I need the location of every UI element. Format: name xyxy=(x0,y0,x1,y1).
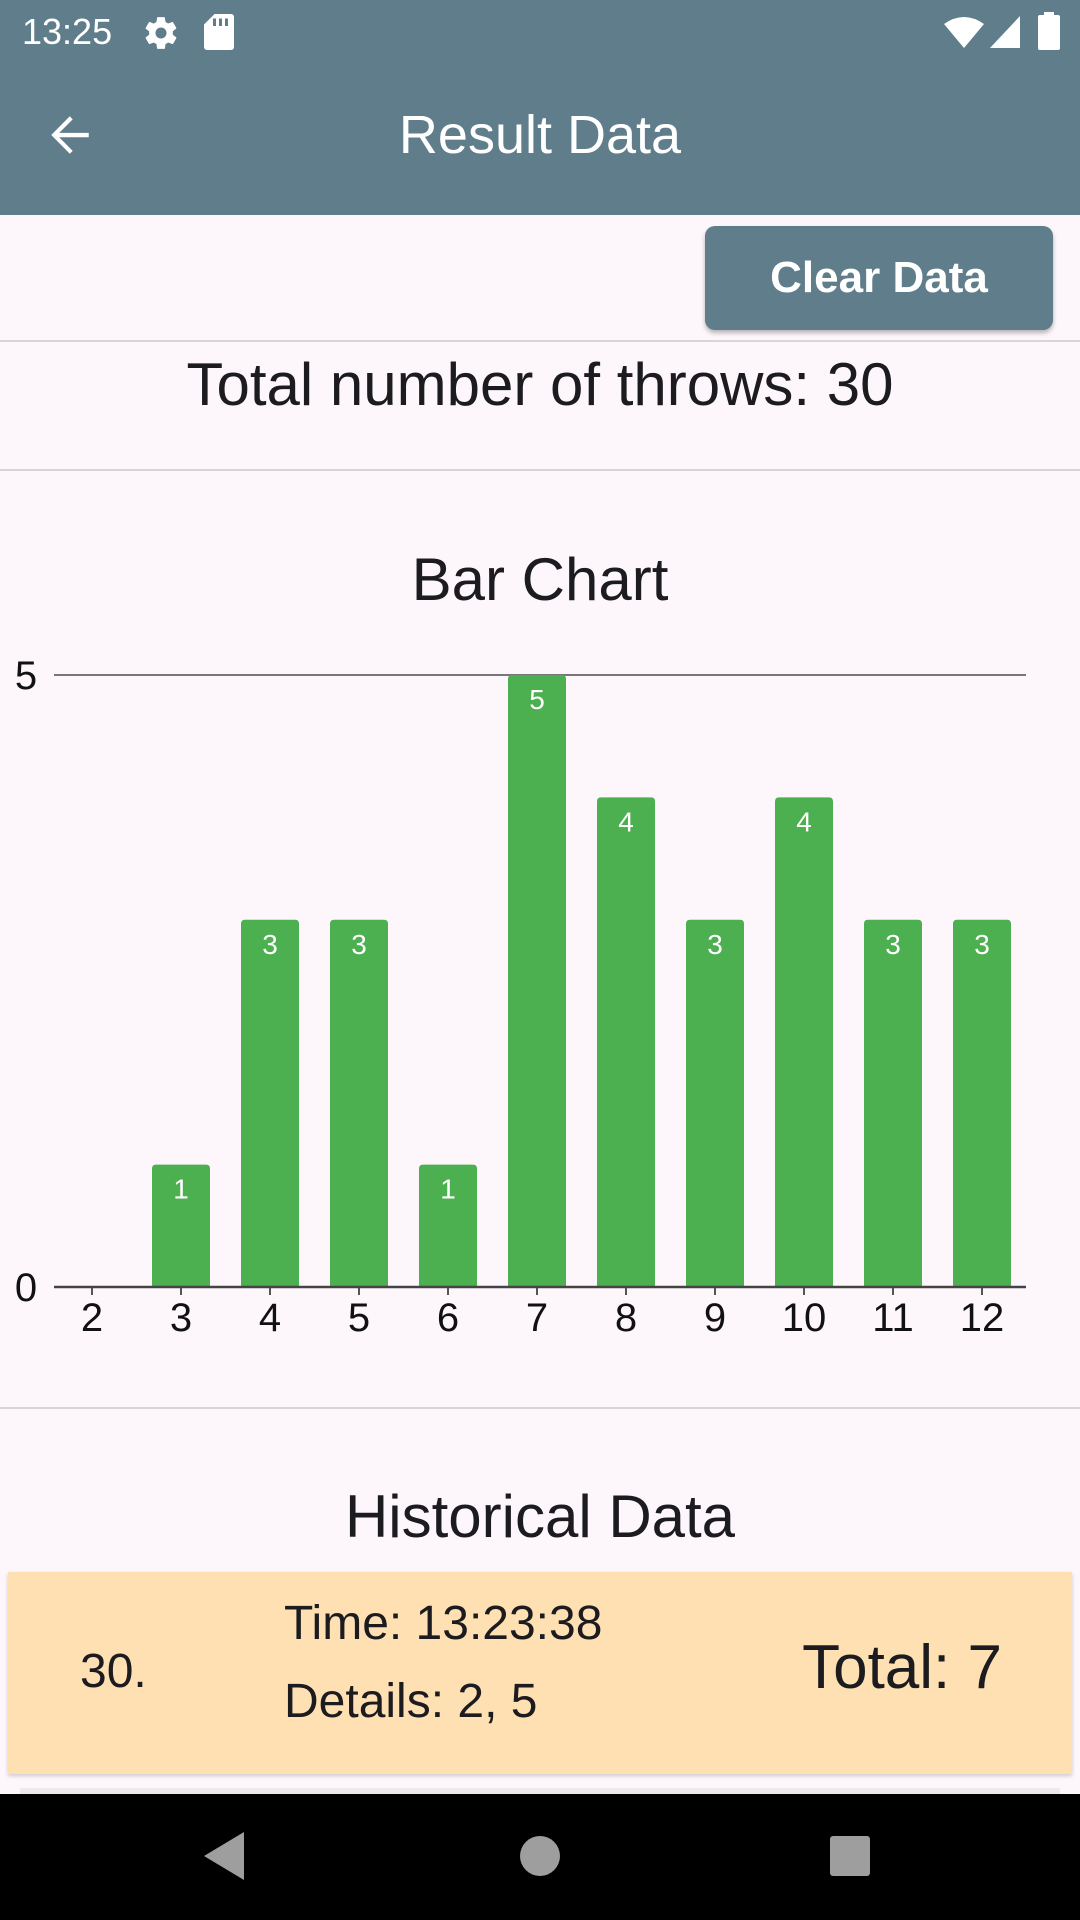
recents-square-icon[interactable] xyxy=(830,1836,870,1876)
history-item-index: 30. xyxy=(80,1645,147,1698)
system-nav-bar xyxy=(0,1794,1080,1920)
history-item[interactable]: 30. Time: 13:23:38 Details: 2, 5 Total: … xyxy=(8,1572,1072,1774)
battery-icon xyxy=(1038,12,1060,50)
x-tick-label: 4 xyxy=(259,1296,281,1340)
bar xyxy=(953,919,1011,1287)
history-title: Historical Data xyxy=(344,1483,736,1550)
divider xyxy=(0,340,1080,342)
bar-value-label: 1 xyxy=(173,1174,189,1205)
back-triangle-icon[interactable] xyxy=(204,1832,244,1880)
chart-title: Bar Chart xyxy=(411,546,669,613)
bar xyxy=(775,797,833,1287)
total-throws-label: Total number of throws: 30 xyxy=(186,351,894,418)
x-tick-label: 10 xyxy=(782,1296,827,1340)
wifi-icon xyxy=(944,17,984,48)
bar-value-label: 3 xyxy=(974,929,990,960)
gear-icon xyxy=(145,17,177,49)
x-tick-label: 2 xyxy=(81,1296,103,1340)
x-tick-label: 11 xyxy=(872,1296,914,1340)
bar-value-label: 3 xyxy=(351,929,367,960)
bar xyxy=(152,1164,210,1287)
y-tick-label: 0 xyxy=(15,1266,37,1310)
divider xyxy=(0,1407,1080,1409)
bar xyxy=(508,675,566,1287)
bar-chart: 0 5 2 1 3 3 4 3 5 1 6 5 7 4 8 3 9 4 10 3 11 3 12 xyxy=(15,654,1026,1340)
history-item-details: Details: 2, 5 xyxy=(284,1675,538,1728)
clear-data-button[interactable]: Clear Data xyxy=(705,226,1053,330)
bar xyxy=(241,919,299,1287)
status-time: 13:25 xyxy=(22,11,113,52)
x-tick-label: 5 xyxy=(348,1296,370,1340)
history-item-total: Total: 7 xyxy=(802,1633,1002,1702)
home-circle-icon[interactable] xyxy=(518,1834,562,1878)
x-tick-label: 7 xyxy=(526,1296,548,1340)
bar xyxy=(330,919,388,1287)
x-tick-label: 12 xyxy=(960,1296,1005,1340)
signal-icon xyxy=(990,16,1020,48)
arrow-back-icon[interactable] xyxy=(40,110,100,160)
bar-value-label: 3 xyxy=(262,929,278,960)
bar-value-label: 5 xyxy=(529,684,545,715)
bar xyxy=(864,919,922,1287)
divider xyxy=(0,469,1080,471)
x-tick-label: 8 xyxy=(615,1296,637,1340)
bar-value-label: 1 xyxy=(440,1174,456,1205)
bar xyxy=(419,1164,477,1287)
bar-value-label: 4 xyxy=(618,806,634,837)
bar xyxy=(686,919,744,1287)
bar-value-label: 4 xyxy=(796,806,812,837)
history-item-time: Time: 13:23:38 xyxy=(284,1597,603,1650)
bar-value-label: 3 xyxy=(885,929,901,960)
app-bar: 13:25 Result Data xyxy=(0,0,1080,215)
page-title: Result Data xyxy=(398,105,682,165)
next-history-item-edge xyxy=(20,1788,1060,1794)
bar-value-label: 3 xyxy=(707,929,723,960)
sd-card-icon xyxy=(204,14,234,50)
x-tick-label: 6 xyxy=(437,1296,459,1340)
x-tick-label: 9 xyxy=(704,1296,726,1340)
y-tick-label: 5 xyxy=(15,654,37,698)
bar xyxy=(597,797,655,1287)
x-tick-label: 3 xyxy=(170,1296,192,1340)
